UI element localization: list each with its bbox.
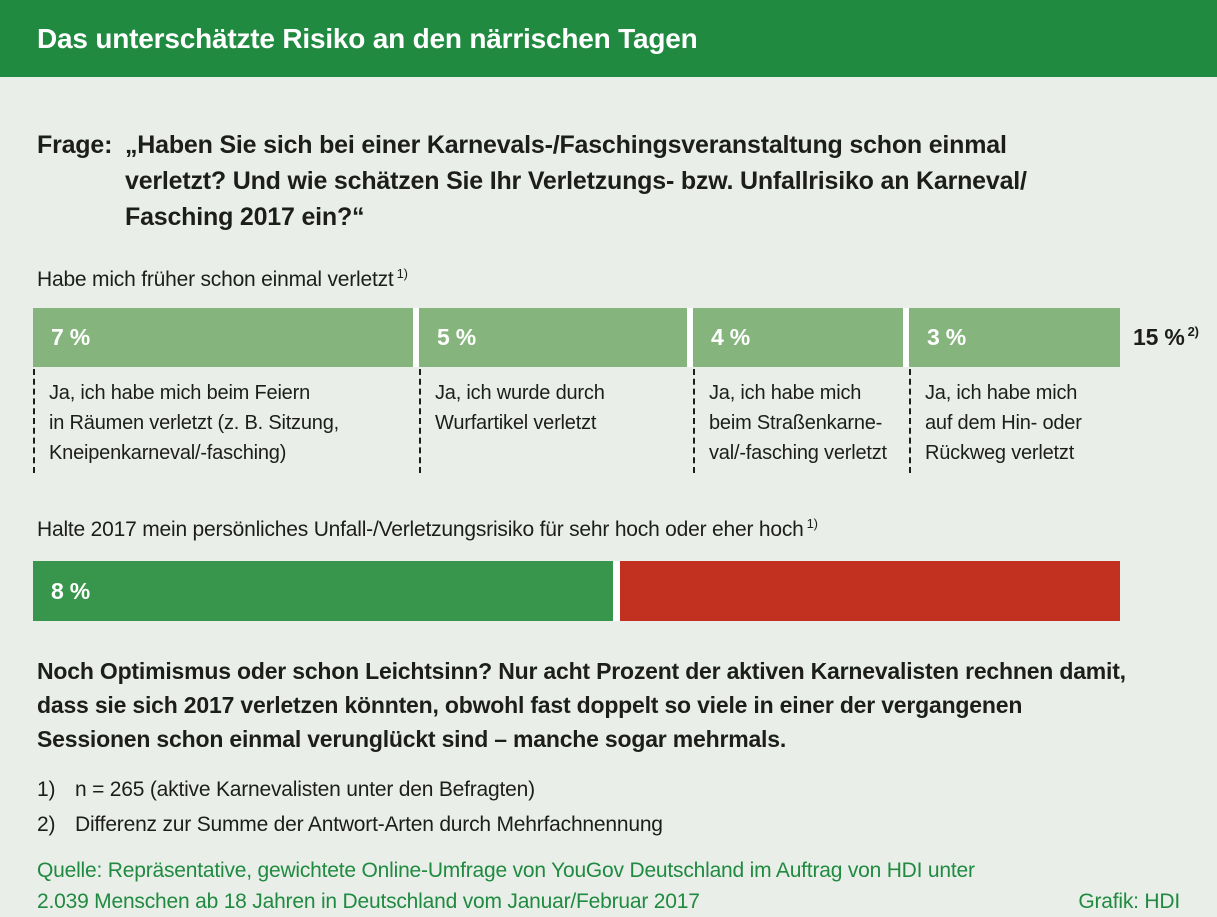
bar-segment-thrown-objects: 5 %	[419, 308, 687, 367]
caption-street-carnival: Ja, ich habe mich beim Straßenkarne- val…	[693, 369, 903, 473]
footnote-1-text: n = 265 (aktive Karnevalisten unter den …	[75, 778, 535, 801]
bar-value-indoor: 7 %	[51, 324, 91, 350]
source-block: Quelle: Repräsentative, gewichtete Onlin…	[33, 855, 1184, 917]
section1-label-text: Habe mich früher schon einmal verletzt	[37, 268, 394, 291]
survey-question: Frage: „Haben Sie sich bei einer Karneva…	[33, 127, 1184, 235]
risk-bar-high: 8 %	[33, 561, 613, 621]
risk-bar-high-value: 8 %	[51, 577, 91, 604]
risk-bar-strip: 8 %	[33, 561, 1120, 621]
risk-bar-rest	[620, 561, 1120, 621]
footnote-2-text: Differenz zur Summe der Antwort-Arten du…	[75, 813, 663, 836]
caption-thrown-objects: Ja, ich wurde durch Wurfartikel verletzt	[419, 369, 687, 473]
section1-label: Habe mich früher schon einmal verletzt 1)	[33, 261, 1184, 293]
injury-bar-strip: 7 % 5 % 4 % 3 %	[33, 308, 1120, 367]
question-prefix: Frage:	[37, 131, 113, 159]
bar-segment-journey: 3 %	[909, 308, 1120, 367]
footnote-1: 1) n = 265 (aktive Karnevalisten unter d…	[37, 772, 1184, 807]
source-line1: Quelle: Repräsentative, gewichtete Onlin…	[37, 859, 975, 882]
bars-total-value: 15 %	[1133, 324, 1185, 350]
summary-paragraph: Noch Optimismus oder schon Leichtsinn? N…	[37, 658, 1126, 752]
footnotes-block: 1) n = 265 (aktive Karnevalisten unter d…	[33, 772, 1184, 842]
section1-footnote-ref: 1)	[396, 266, 408, 281]
bars-total-label: 15 % 2)	[1133, 324, 1199, 351]
bar-captions-row: Ja, ich habe mich beim Feiern in Räumen …	[33, 369, 1120, 473]
bar-segment-street-carnival: 4 %	[693, 308, 903, 367]
source-line2: 2.039 Menschen ab 18 Jahren in Deutschla…	[37, 890, 700, 913]
bar-value-thrown-objects: 5 %	[437, 324, 477, 350]
section2-label: Halte 2017 mein persönliches Unfall-/Ver…	[33, 511, 1184, 543]
footnote-2-marker: 2)	[37, 813, 56, 836]
page-title: Das unterschätzte Risiko an den närrisch…	[37, 22, 698, 54]
question-text: „Haben Sie sich bei einer Karnevals-/Fas…	[125, 131, 1027, 231]
section2-label-text: Halte 2017 mein persönliches Unfall-/Ver…	[37, 518, 804, 541]
header-bar: Das unterschätzte Risiko an den närrisch…	[0, 0, 1217, 77]
footnote-2: 2) Differenz zur Summe der Antwort-Arten…	[37, 807, 1184, 842]
graphic-credit: Grafik: HDI	[1078, 890, 1180, 913]
section2-footnote-ref: 1)	[806, 516, 818, 531]
caption-indoor: Ja, ich habe mich beim Feiern in Räumen …	[33, 369, 413, 473]
injury-bars-row: 7 % 5 % 4 % 3 % 15 % 2)	[33, 308, 1199, 367]
content-area: Frage: „Haben Sie sich bei einer Karneva…	[0, 127, 1217, 917]
bar-segment-indoor: 7 %	[33, 308, 413, 367]
bar-value-street-carnival: 4 %	[711, 324, 751, 350]
footnote-1-marker: 1)	[37, 778, 56, 801]
bars-total-footnote-ref: 2)	[1187, 324, 1199, 340]
source-row2: 2.039 Menschen ab 18 Jahren in Deutschla…	[37, 886, 1184, 917]
bar-value-journey: 3 %	[927, 324, 967, 350]
caption-journey: Ja, ich habe mich auf dem Hin- oder Rück…	[909, 369, 1120, 473]
